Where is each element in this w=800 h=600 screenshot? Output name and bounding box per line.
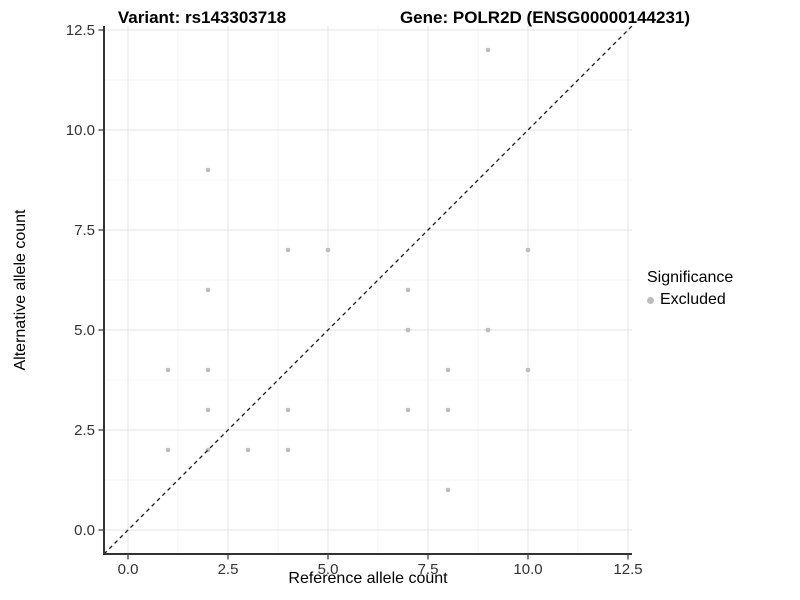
data-point <box>405 287 411 293</box>
y-tick-label: 10.0 <box>66 122 95 139</box>
data-point <box>205 287 211 293</box>
data-point <box>405 327 411 333</box>
identity-line <box>103 25 633 555</box>
data-point <box>165 367 171 373</box>
x-tick-label: 12.5 <box>613 561 642 578</box>
data-point <box>525 367 531 373</box>
legend-item-label: Excluded <box>660 291 726 308</box>
x-tick-label: 7.5 <box>418 561 439 578</box>
y-tick-label: 12.5 <box>66 22 95 39</box>
data-point <box>285 447 291 453</box>
data-point <box>445 407 451 413</box>
gene-title: Gene: POLR2D (ENSG00000144231) <box>399 8 691 27</box>
data-point <box>525 247 531 253</box>
y-axis-title: Alternative allele count <box>12 209 29 371</box>
x-tick-label: 5.0 <box>318 561 339 578</box>
data-point <box>205 167 211 173</box>
variant-title: Variant: rs143303718 <box>117 8 287 27</box>
data-point <box>285 407 291 413</box>
data-point <box>205 367 211 373</box>
data-point <box>245 447 251 453</box>
data-point <box>485 47 491 53</box>
y-tick-label: 2.5 <box>74 422 95 439</box>
x-tick-label: 0.0 <box>118 561 139 578</box>
x-axis-title: Reference allele count <box>288 570 448 587</box>
y-tick-label: 7.5 <box>74 222 95 239</box>
data-point <box>405 407 411 413</box>
data-point <box>205 407 211 413</box>
y-tick-label: 5.0 <box>74 322 95 339</box>
legend-point-icon <box>647 296 654 304</box>
data-point <box>445 487 451 493</box>
data-point <box>445 367 451 373</box>
x-tick-label: 10.0 <box>513 561 542 578</box>
data-point <box>325 247 331 253</box>
data-point <box>165 447 171 453</box>
y-tick-label: 0.0 <box>74 522 95 539</box>
data-point <box>285 247 291 253</box>
data-point <box>485 327 491 333</box>
legend-item: Excluded <box>647 291 733 309</box>
legend-title: Significance <box>647 269 734 286</box>
x-tick-label: 2.5 <box>218 561 239 578</box>
legend: Significance Excluded <box>647 269 733 309</box>
